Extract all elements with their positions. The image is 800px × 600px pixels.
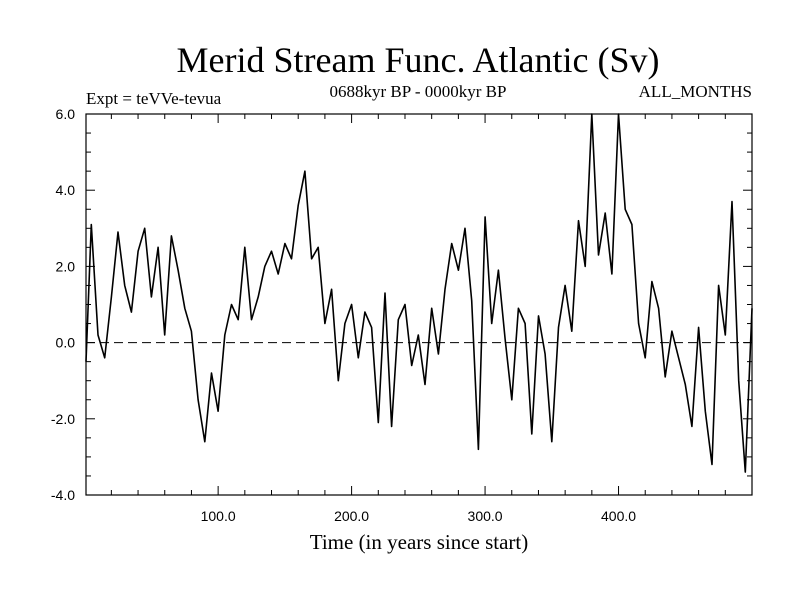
time-range-label: 0688kyr BP - 0000kyr BP [330, 82, 507, 101]
x-tick-label: 100.0 [201, 508, 236, 524]
y-tick-label: -4.0 [51, 487, 75, 503]
y-tick-label: 2.0 [56, 258, 76, 274]
axis-ticks [86, 113, 752, 496]
x-tick-label: 200.0 [334, 508, 369, 524]
y-tick-label: 4.0 [56, 182, 76, 198]
experiment-label: Expt = teVVe-tevua [86, 89, 222, 108]
months-label: ALL_MONTHS [639, 82, 752, 101]
x-tick-label: 400.0 [601, 508, 636, 524]
chart-title: Merid Stream Func. Atlantic (Sv) [177, 40, 660, 80]
y-tick-label: -2.0 [51, 411, 75, 427]
plot-frame [85, 113, 753, 496]
y-tick-label: 0.0 [56, 335, 76, 351]
axis-tick-labels: 100.0 200.0 300.0 400.0 -4.0 -2.0 0.0 2.0 4.0 6.0 [51, 106, 636, 524]
y-tick-label: 6.0 [56, 106, 76, 122]
x-tick-label: 300.0 [468, 508, 503, 524]
x-axis-label: Time (in years since start) [310, 530, 529, 554]
series-line [85, 113, 753, 473]
